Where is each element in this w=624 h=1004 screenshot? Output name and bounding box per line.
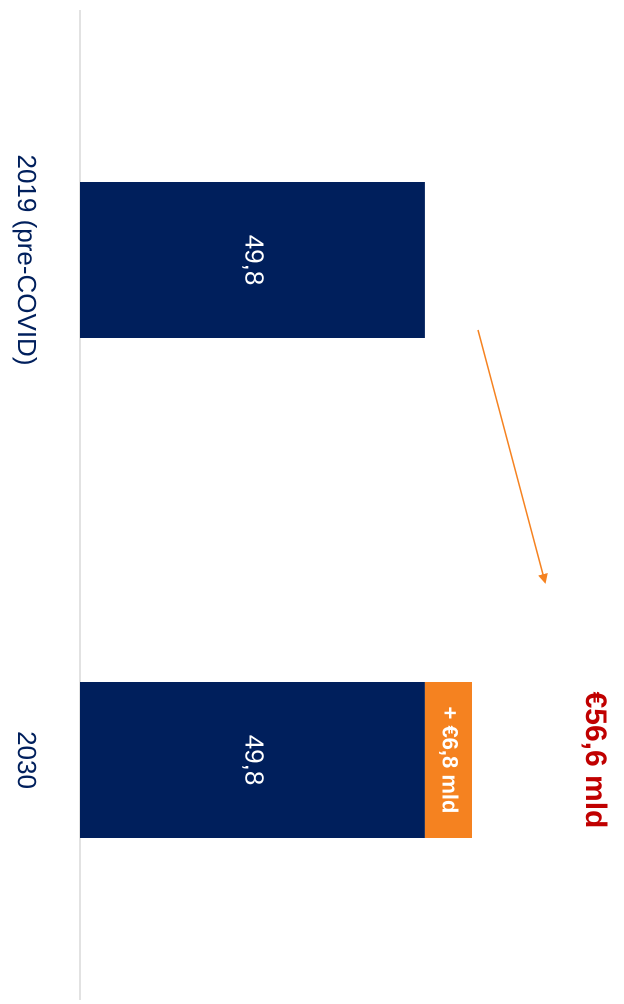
value-label: 49,8 bbox=[240, 235, 270, 286]
bar-segment bbox=[424, 682, 472, 838]
bar-segment bbox=[80, 682, 425, 838]
total-label: €56,6 mld bbox=[579, 692, 612, 829]
arrow bbox=[477, 329, 548, 584]
category-label: 2019 (pre-COVID) bbox=[12, 155, 42, 366]
value-label: 49,8 bbox=[240, 735, 270, 786]
bar-segment bbox=[80, 182, 425, 338]
category-label: 2030 bbox=[12, 731, 42, 789]
value-label: + €6,8 mld bbox=[438, 706, 463, 813]
